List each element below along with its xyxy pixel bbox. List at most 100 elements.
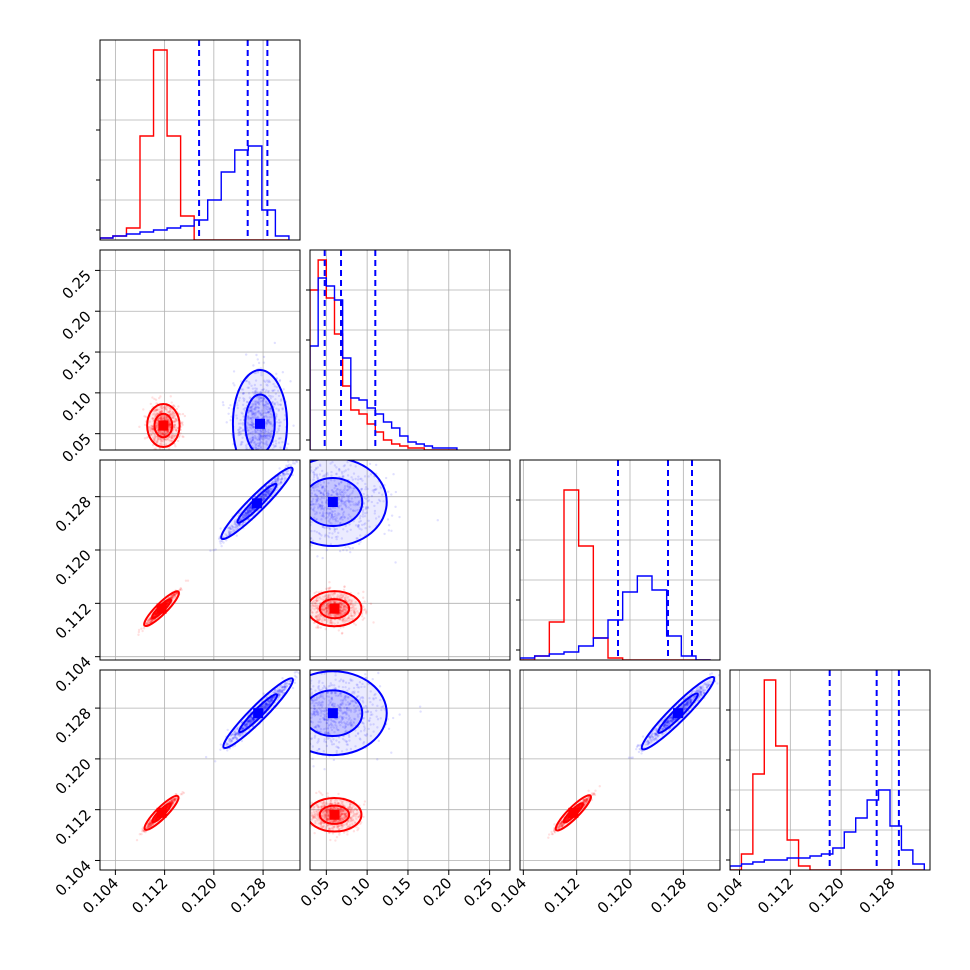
- scatter-point: [251, 508, 254, 511]
- scatter-point: [161, 414, 165, 418]
- scatter-point: [295, 676, 298, 679]
- scatter-point: [229, 403, 232, 407]
- scatter-point: [257, 483, 259, 485]
- scatter-point: [170, 801, 174, 804]
- scatter-point: [314, 602, 317, 605]
- scatter-point: [251, 439, 254, 442]
- scatter-point: [181, 435, 184, 438]
- scatter-point: [147, 619, 151, 622]
- scatter-point: [259, 436, 262, 439]
- scatter-point: [214, 760, 217, 763]
- scatter-point: [278, 694, 281, 697]
- scatter-point: [266, 490, 270, 493]
- joint-panel-p1-p2: [99, 249, 305, 485]
- scatter-point: [156, 427, 159, 430]
- scatter-point: [264, 491, 268, 494]
- scatter-point: [173, 423, 177, 427]
- scatter-point: [279, 399, 283, 402]
- scatter-point: [245, 512, 248, 515]
- scatter-point: [249, 416, 252, 420]
- scatter-point: [225, 539, 228, 542]
- scatter-point: [151, 396, 154, 399]
- scatter-point: [252, 717, 255, 721]
- scatter-point: [162, 434, 165, 437]
- scatter-point: [166, 431, 170, 434]
- scatter-point: [266, 411, 270, 414]
- scatter-point: [312, 621, 316, 625]
- scatter-point: [172, 800, 175, 804]
- scatter-point: [172, 797, 175, 801]
- scatter-point: [272, 480, 275, 483]
- scatter-point: [264, 706, 267, 709]
- scatter-point: [315, 626, 318, 629]
- scatter-point: [154, 435, 157, 439]
- scatter-point: [257, 406, 260, 409]
- scatter-point: [269, 435, 273, 438]
- scatter-point: [263, 403, 267, 407]
- scatter-point: [332, 601, 335, 604]
- scatter-point: [273, 444, 277, 448]
- scatter-point: [254, 450, 256, 452]
- scatter-point: [166, 602, 169, 605]
- scatter-point: [256, 453, 258, 455]
- histogram-step: [520, 489, 711, 660]
- scatter-point: [143, 423, 147, 427]
- scatter-point: [337, 629, 341, 632]
- scatter-point: [262, 435, 265, 439]
- scatter-point: [227, 406, 231, 410]
- scatter-point: [261, 399, 265, 403]
- scatter-point: [271, 389, 274, 392]
- scatter-point: [329, 620, 333, 623]
- scatter-point: [219, 542, 222, 545]
- scatter-point: [173, 417, 177, 420]
- scatter-point: [342, 595, 345, 599]
- scatter-point: [248, 719, 251, 723]
- scatter-point: [230, 530, 233, 534]
- scatter-point: [171, 596, 174, 600]
- scatter-point: [149, 621, 152, 624]
- scatter-point: [165, 431, 168, 434]
- scatter-point: [283, 683, 286, 686]
- scatter-point: [145, 826, 149, 830]
- scatter-point: [158, 410, 161, 414]
- scatter-point: [272, 443, 275, 447]
- scatter-point: [277, 421, 281, 424]
- scatter-point: [164, 416, 168, 420]
- scatter-point: [326, 595, 330, 599]
- joint-content: [310, 460, 439, 635]
- scatter-point: [142, 829, 146, 833]
- scatter-point: [279, 436, 282, 440]
- scatter-point: [289, 464, 293, 467]
- scatter-point: [331, 621, 334, 624]
- scatter-point: [268, 701, 271, 705]
- scatter-point: [150, 618, 153, 622]
- scatter-point: [234, 523, 237, 526]
- scatter-point: [279, 480, 283, 483]
- scatter-point: [154, 398, 158, 402]
- scatter-point: [155, 424, 158, 427]
- scatter-point: [315, 590, 318, 594]
- scatter-point: [303, 414, 305, 416]
- scatter-point: [259, 433, 262, 436]
- scatter-point: [266, 492, 270, 495]
- scatter-point: [233, 733, 237, 737]
- scatter-point: [250, 406, 253, 409]
- scatter-point: [351, 617, 354, 620]
- scatter-point: [264, 434, 267, 437]
- scatter-point: [149, 620, 153, 623]
- scatter-point: [173, 799, 176, 802]
- scatter-point: [233, 522, 236, 526]
- scatter-point: [255, 438, 259, 441]
- scatter-point: [273, 695, 276, 698]
- scatter-point: [257, 406, 261, 410]
- scatter-point: [350, 599, 354, 602]
- scatter-point: [344, 595, 348, 598]
- scatter-point: [274, 439, 277, 443]
- scatter-point: [261, 455, 263, 457]
- scatter-point: [250, 423, 253, 427]
- scatter-point: [270, 472, 272, 474]
- scatter-point: [148, 820, 152, 823]
- scatter-point: [161, 438, 165, 441]
- scatter-point: [162, 416, 166, 420]
- scatter-point: [150, 619, 153, 623]
